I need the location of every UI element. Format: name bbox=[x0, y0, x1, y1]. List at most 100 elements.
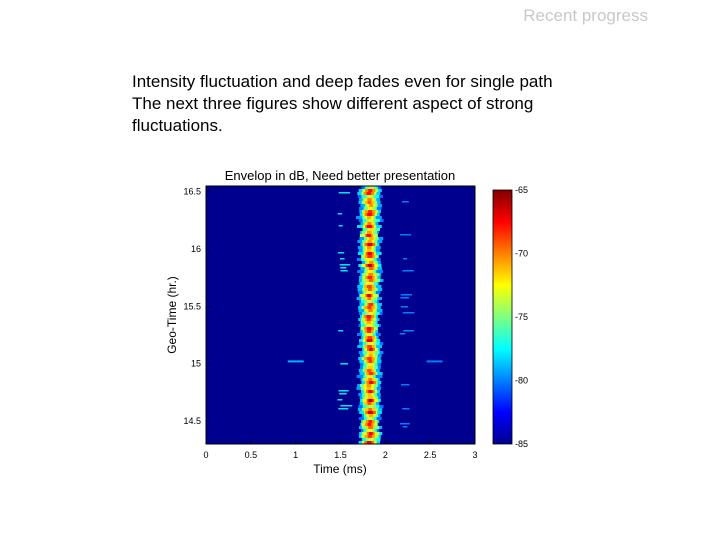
body-line-2: The next three figures show different as… bbox=[132, 94, 534, 113]
heatmap-cell bbox=[368, 288, 372, 291]
heatmap-cell bbox=[367, 324, 373, 327]
heatmap-cell bbox=[338, 408, 349, 410]
y-tick-label: 16.5 bbox=[183, 187, 201, 197]
y-axis-label: Geo-Time (hr.) bbox=[165, 276, 179, 354]
heatmap-cell bbox=[337, 399, 343, 401]
heatmap-cell bbox=[366, 384, 372, 387]
heatmap-cell bbox=[367, 231, 372, 234]
heatmap-cell bbox=[367, 339, 373, 342]
heatmap-cell bbox=[366, 225, 372, 228]
colorbar-tick-label: -75 bbox=[515, 312, 528, 322]
heatmap-cell bbox=[367, 423, 372, 426]
heatmap-cell bbox=[369, 186, 374, 189]
x-tick-label: 0.5 bbox=[245, 450, 258, 460]
x-tick-label: 1 bbox=[293, 450, 298, 460]
slide-body: Intensity fluctuation and deep fades eve… bbox=[132, 71, 602, 137]
colorbar-tick-label: -80 bbox=[515, 376, 528, 386]
heatmap-cell bbox=[369, 381, 374, 384]
heatmap-cell bbox=[368, 366, 373, 369]
heatmap-cell bbox=[337, 252, 345, 254]
x-tick-label: 1.5 bbox=[334, 450, 347, 460]
heatmap-cell bbox=[340, 267, 347, 269]
heatmap-cell bbox=[340, 405, 353, 407]
heatmap-cell bbox=[367, 240, 373, 243]
heatmap-cell bbox=[366, 282, 372, 285]
heatmap-cell bbox=[367, 285, 372, 288]
body-line-1: Intensity fluctuation and deep fades eve… bbox=[132, 72, 553, 91]
x-tick-label: 2 bbox=[383, 450, 388, 460]
heatmap-cell bbox=[368, 351, 374, 354]
heatmap-cell bbox=[366, 234, 372, 237]
y-tick-label: 15 bbox=[191, 359, 201, 369]
heatmap-background bbox=[206, 186, 475, 444]
heatmap-cell bbox=[367, 222, 372, 225]
heatmap-cell bbox=[367, 396, 373, 399]
heatmap-cell bbox=[367, 297, 372, 300]
heatmap-cell bbox=[367, 249, 372, 252]
heatmap-cell bbox=[368, 210, 373, 213]
heatmap-cell bbox=[338, 192, 351, 194]
heatmap-cell bbox=[367, 375, 372, 378]
heatmap-cell bbox=[366, 258, 372, 261]
heatmap-cell bbox=[399, 333, 406, 335]
heatmap-cell bbox=[366, 315, 372, 318]
heatmap-cell bbox=[368, 273, 374, 276]
heatmap-cell bbox=[367, 357, 372, 360]
heatmap-cell bbox=[367, 264, 372, 267]
heatmap-cell bbox=[367, 294, 371, 297]
heatmap-cell bbox=[338, 330, 344, 332]
heatmap-cell bbox=[339, 264, 351, 266]
heatmap-cell bbox=[366, 291, 372, 294]
heatmap-cell bbox=[367, 330, 372, 333]
heatmap-cell bbox=[366, 321, 372, 324]
heatmap-cell bbox=[400, 297, 410, 299]
plot-area bbox=[205, 185, 476, 445]
heatmap-cell bbox=[403, 330, 414, 332]
heatmap-cell bbox=[369, 279, 374, 282]
heatmap-cell bbox=[402, 270, 414, 272]
heatmap-cell bbox=[369, 204, 374, 207]
heatmap-cell bbox=[368, 360, 373, 363]
y-tick-label: 15.5 bbox=[183, 301, 201, 311]
heatmap-cell bbox=[368, 363, 373, 366]
heatmap-cell bbox=[366, 318, 371, 321]
heatmap-cell bbox=[367, 201, 372, 204]
heatmap-cell bbox=[402, 408, 410, 410]
y-tick-label: 14.5 bbox=[183, 416, 201, 426]
heatmap-cell bbox=[368, 303, 373, 306]
section-title: Recent progress bbox=[523, 6, 648, 25]
heatmap-cell bbox=[366, 387, 371, 390]
heatmap-cell bbox=[338, 390, 349, 392]
heatmap-cell bbox=[368, 354, 373, 357]
heatmap-cell bbox=[367, 243, 373, 246]
chart-title: Envelop in dB, Need better presentation bbox=[225, 168, 456, 183]
heatmap-cell bbox=[367, 369, 372, 372]
heatmap-cell bbox=[340, 258, 345, 260]
heatmap-cell bbox=[367, 252, 372, 255]
y-tick-label: 16 bbox=[191, 244, 201, 254]
heatmap-cell bbox=[400, 306, 409, 308]
heatmap-cell bbox=[368, 219, 374, 222]
colorbar bbox=[492, 189, 513, 445]
heatmap-cell bbox=[368, 270, 372, 273]
x-tick-label: 3 bbox=[472, 450, 477, 460]
heatmap-cell bbox=[367, 276, 373, 279]
heatmap-cell bbox=[368, 309, 373, 312]
heatmap-cell bbox=[369, 267, 374, 270]
heatmap-cell bbox=[368, 408, 372, 411]
heatmap-cell bbox=[366, 333, 372, 336]
heatmap-cell bbox=[338, 225, 343, 227]
heatmap-streak bbox=[426, 360, 443, 363]
heatmap-cell bbox=[367, 402, 372, 405]
heatmap-cell bbox=[368, 390, 373, 393]
colorbar-tick-label: -70 bbox=[515, 249, 528, 259]
heatmap-cell bbox=[340, 270, 348, 272]
heatmap-cell bbox=[366, 300, 372, 303]
colorbar-tick-label: -65 bbox=[515, 185, 528, 195]
heatmap-cell bbox=[369, 405, 373, 408]
heatmap-cell bbox=[368, 228, 374, 231]
heatmap-cell bbox=[367, 216, 371, 219]
heatmap-cell bbox=[367, 213, 373, 216]
heatmap-cell bbox=[368, 438, 374, 441]
